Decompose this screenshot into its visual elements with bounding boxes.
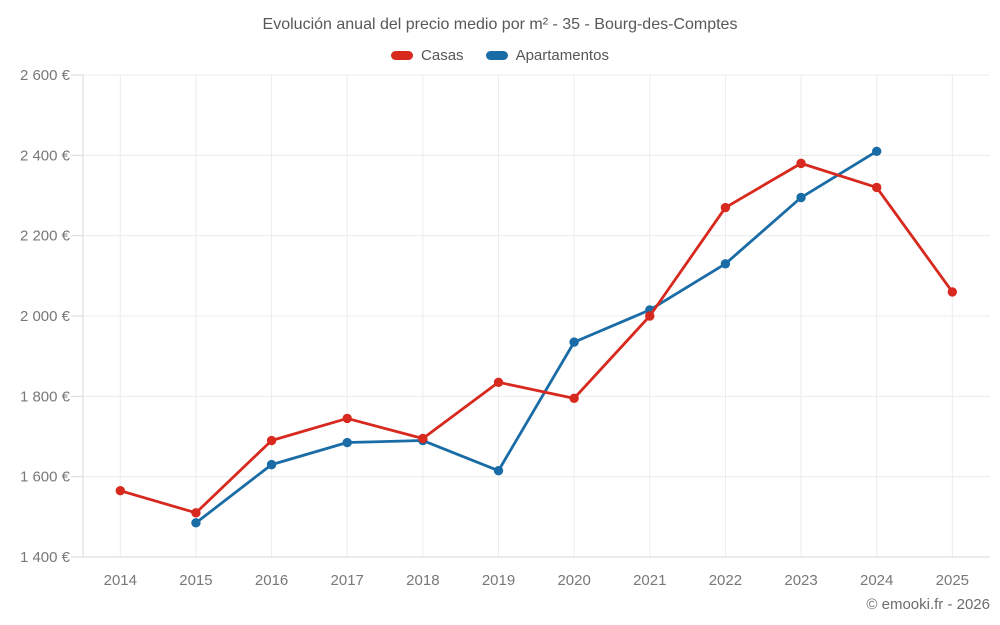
y-tick-label: 2 000 € (20, 308, 71, 325)
x-tick-label: 2017 (331, 572, 364, 589)
data-point-casas-2021[interactable] (645, 311, 655, 321)
data-point-casas-2019[interactable] (493, 377, 504, 387)
data-point-casas-2025[interactable] (947, 287, 958, 297)
data-point-apartamentos-2022[interactable] (720, 259, 731, 269)
data-point-apartamentos-2017[interactable] (342, 437, 352, 448)
data-point-apartamentos-2024[interactable] (872, 146, 882, 157)
chart-legend: Casas Apartamentos (0, 47, 1000, 64)
x-tick-label: 2015 (179, 572, 212, 589)
data-point-casas-2020[interactable] (569, 393, 579, 404)
data-point-apartamentos-2016[interactable] (266, 459, 277, 470)
data-point-casas-2015[interactable] (191, 508, 201, 518)
data-point-apartamentos-2019[interactable] (493, 465, 504, 476)
x-tick-label: 2020 (557, 572, 590, 589)
data-point-casas-2018[interactable] (418, 433, 428, 444)
chart-title: Evolución anual del precio medio por m² … (262, 16, 738, 33)
legend-label-apartamentos: Apartamentos (515, 47, 609, 64)
y-tick-label: 1 600 € (20, 469, 71, 486)
x-tick-label: 2025 (936, 572, 969, 589)
x-tick-label: 2021 (633, 572, 666, 589)
series-line-apartamentos (194, 149, 879, 525)
legend-label-casas: Casas (421, 47, 464, 64)
x-tick-label: 2022 (709, 572, 742, 589)
x-tick-label: 2023 (784, 572, 817, 589)
data-point-casas-2022[interactable] (720, 202, 731, 213)
data-point-apartamentos-2015[interactable] (191, 518, 201, 528)
data-point-apartamentos-2023[interactable] (796, 192, 806, 203)
data-point-casas-2024[interactable] (872, 182, 882, 193)
data-point-casas-2023[interactable] (796, 158, 806, 169)
y-tick-label: 2 600 € (20, 67, 71, 84)
x-tick-label: 2018 (406, 572, 439, 589)
y-tick-label: 1 800 € (20, 388, 71, 405)
y-tick-label: 1 400 € (20, 549, 71, 566)
legend-item-apartamentos[interactable]: Apartamentos (485, 47, 609, 64)
x-tick-label: 2019 (482, 572, 515, 589)
data-point-casas-2016[interactable] (266, 435, 277, 446)
x-tick-label: 2024 (860, 572, 893, 589)
apartamentos-swatch-icon (485, 51, 508, 60)
casas-swatch-icon (391, 51, 414, 60)
legend-item-casas[interactable]: Casas (391, 47, 464, 64)
data-point-apartamentos-2020[interactable] (569, 337, 579, 347)
x-tick-label: 2014 (104, 572, 137, 589)
data-point-casas-2017[interactable] (342, 413, 352, 424)
x-tick-label: 2016 (255, 572, 288, 589)
y-tick-label: 2 400 € (20, 147, 71, 164)
y-tick-label: 2 200 € (20, 228, 71, 245)
copyright-credit: © emooki.fr - 2026 (866, 596, 990, 613)
data-point-casas-2014[interactable] (115, 486, 126, 496)
series-line-casas (118, 161, 954, 515)
